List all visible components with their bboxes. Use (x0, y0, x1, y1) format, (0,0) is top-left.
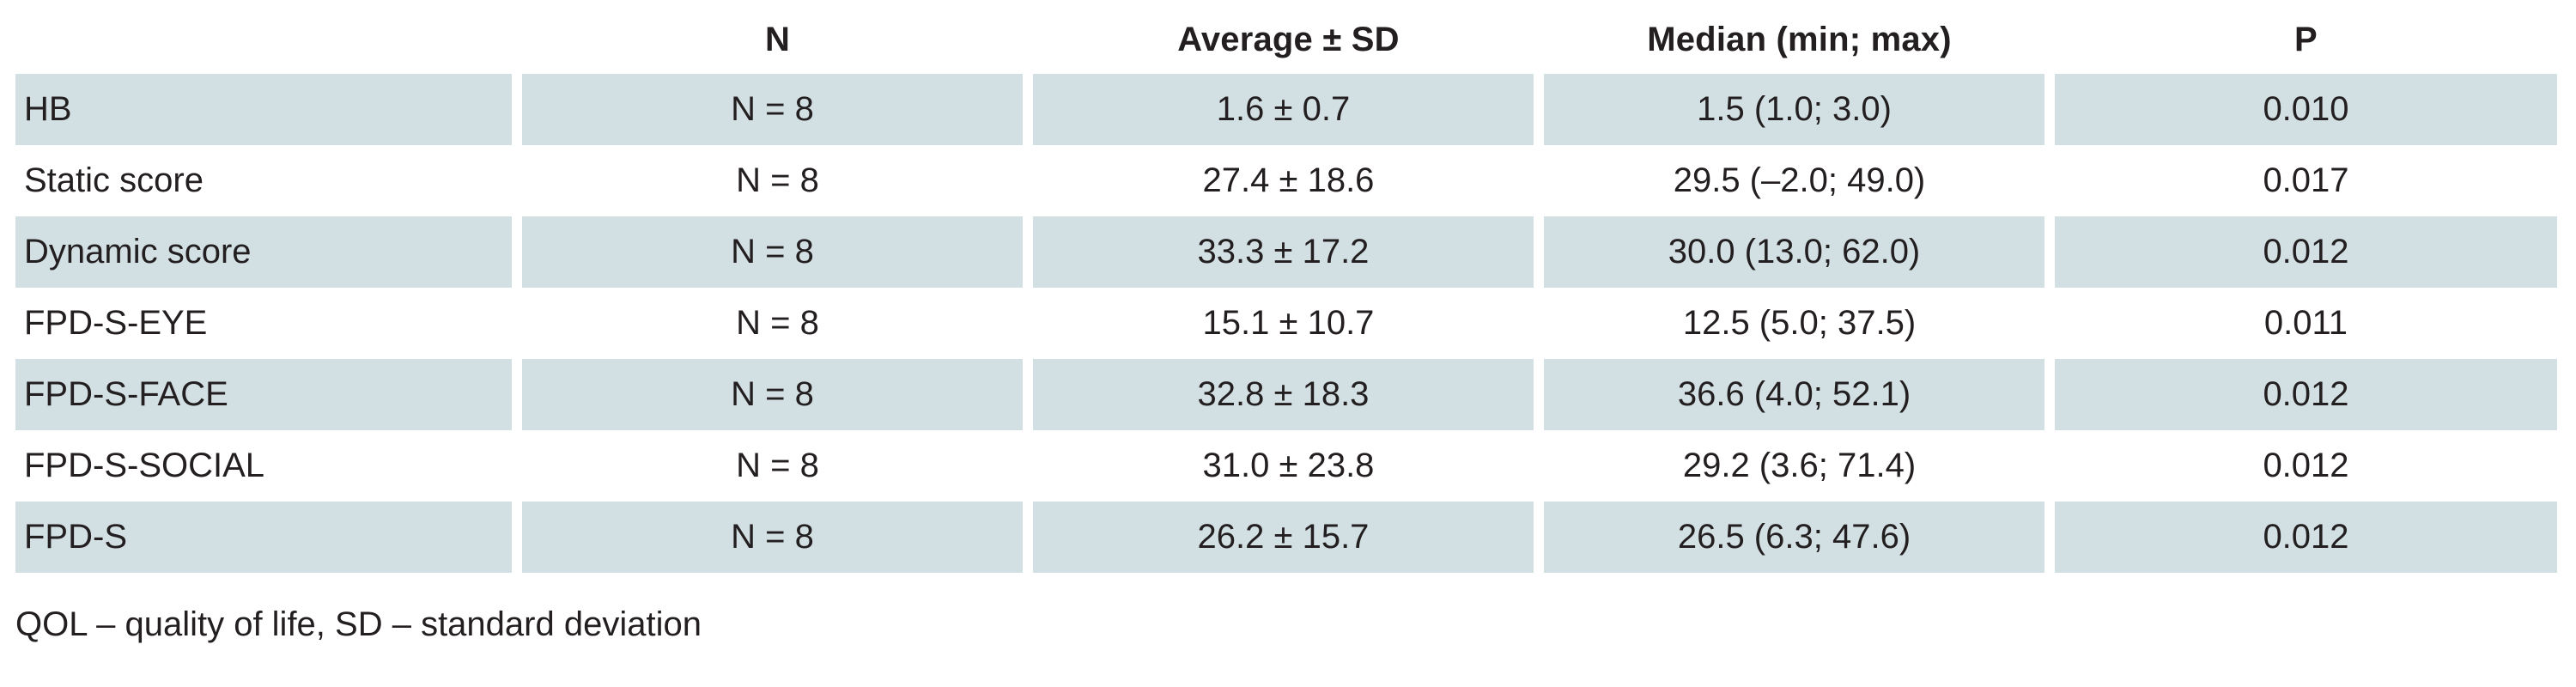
table-row: Static score N = 8 27.4 ± 18.6 29.5 (–2.… (15, 145, 2557, 216)
row-average-sd: 15.1 ± 10.7 (1202, 304, 1375, 342)
row-p: 0.011 (2263, 304, 2348, 342)
row-average-sd: 1.6 ± 0.7 (1033, 74, 1544, 145)
row-label: HB (15, 74, 522, 145)
row-median: 29.2 (3.6; 71.4) (1682, 447, 1917, 484)
table-row: FPD-S-EYE N = 8 15.1 ± 10.7 12.5 (5.0; 3… (15, 288, 2557, 359)
row-n: N = 8 (522, 216, 1033, 288)
row-p: 0.010 (2055, 74, 2557, 145)
header-label (15, 5, 522, 74)
header-median-min-max: Median (min; max) (1647, 20, 1952, 58)
row-label: FPD-S-EYE (24, 304, 208, 342)
row-median: 36.6 (4.0; 52.1) (1544, 359, 2055, 430)
row-median: 12.5 (5.0; 37.5) (1682, 304, 1917, 342)
table-row: FPD-S N = 8 26.2 ± 15.7 26.5 (6.3; 47.6)… (15, 502, 2557, 573)
row-n: N = 8 (522, 502, 1033, 573)
row-average-sd: 33.3 ± 17.2 (1033, 216, 1544, 288)
header-p: P (2294, 20, 2318, 58)
row-average-sd: 32.8 ± 18.3 (1033, 359, 1544, 430)
row-p: 0.012 (2263, 447, 2349, 484)
results-table: N Average ± SD Median (min; max) P HB N … (15, 5, 2557, 573)
row-p: 0.017 (2263, 161, 2349, 199)
row-n: N = 8 (736, 304, 819, 342)
table-row: Dynamic score N = 8 33.3 ± 17.2 30.0 (13… (15, 216, 2557, 288)
row-p: 0.012 (2055, 216, 2557, 288)
table-row: HB N = 8 1.6 ± 0.7 1.5 (1.0; 3.0) 0.010 (15, 74, 2557, 145)
row-label: Dynamic score (15, 216, 522, 288)
row-average-sd: 27.4 ± 18.6 (1202, 161, 1375, 199)
row-p: 0.012 (2055, 359, 2557, 430)
row-label: Static score (24, 161, 204, 199)
header-n: N (764, 20, 791, 58)
row-median: 1.5 (1.0; 3.0) (1544, 74, 2055, 145)
row-n: N = 8 (522, 74, 1033, 145)
row-n: N = 8 (736, 447, 819, 484)
row-label: FPD-S-FACE (15, 359, 522, 430)
table-row: FPD-S-FACE N = 8 32.8 ± 18.3 36.6 (4.0; … (15, 359, 2557, 430)
header-average-sd: Average ± SD (1177, 20, 1400, 58)
row-label: FPD-S-SOCIAL (24, 447, 265, 484)
table-footnote: QOL – quality of life, SD – standard dev… (15, 605, 702, 643)
table-row: FPD-S-SOCIAL N = 8 31.0 ± 23.8 29.2 (3.6… (15, 430, 2557, 502)
row-median: 26.5 (6.3; 47.6) (1544, 502, 2055, 573)
row-median: 30.0 (13.0; 62.0) (1544, 216, 2055, 288)
row-p: 0.012 (2055, 502, 2557, 573)
row-average-sd: 26.2 ± 15.7 (1033, 502, 1544, 573)
row-n: N = 8 (736, 161, 819, 199)
row-n: N = 8 (522, 359, 1033, 430)
row-median: 29.5 (–2.0; 49.0) (1673, 161, 1926, 199)
row-average-sd: 31.0 ± 23.8 (1202, 447, 1375, 484)
row-label: FPD-S (15, 502, 522, 573)
table-header-row: N Average ± SD Median (min; max) P (15, 5, 2557, 74)
